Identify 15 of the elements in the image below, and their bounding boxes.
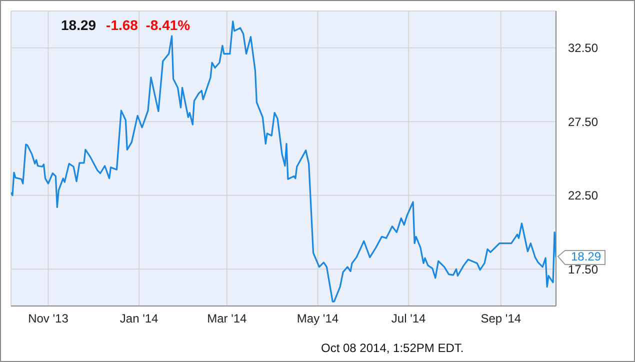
y-tick-label: 32.50 <box>568 41 598 56</box>
y-tick-label: 27.50 <box>568 114 598 129</box>
x-tick-label: Jan '14 <box>120 312 159 326</box>
x-tick-label: Sep '14 <box>480 312 522 326</box>
x-tick-label: Jul '14 <box>391 312 426 326</box>
x-tick-label: Mar '14 <box>207 312 248 326</box>
y-tick-label: 22.50 <box>568 188 598 203</box>
chart-title: 18.29 <box>61 17 96 33</box>
text: Oct 08 2014, 1:52PM EDT. <box>321 341 464 355</box>
line-series <box>11 20 556 302</box>
x-tick-label: May '14 <box>296 312 339 326</box>
y-tick-label: 17.50 <box>568 262 598 276</box>
chart-subtitle: -1.68 -8.41% <box>106 17 190 33</box>
x-tick-label: Nov '13 <box>28 312 69 326</box>
annotation: 18.29 <box>570 249 602 264</box>
